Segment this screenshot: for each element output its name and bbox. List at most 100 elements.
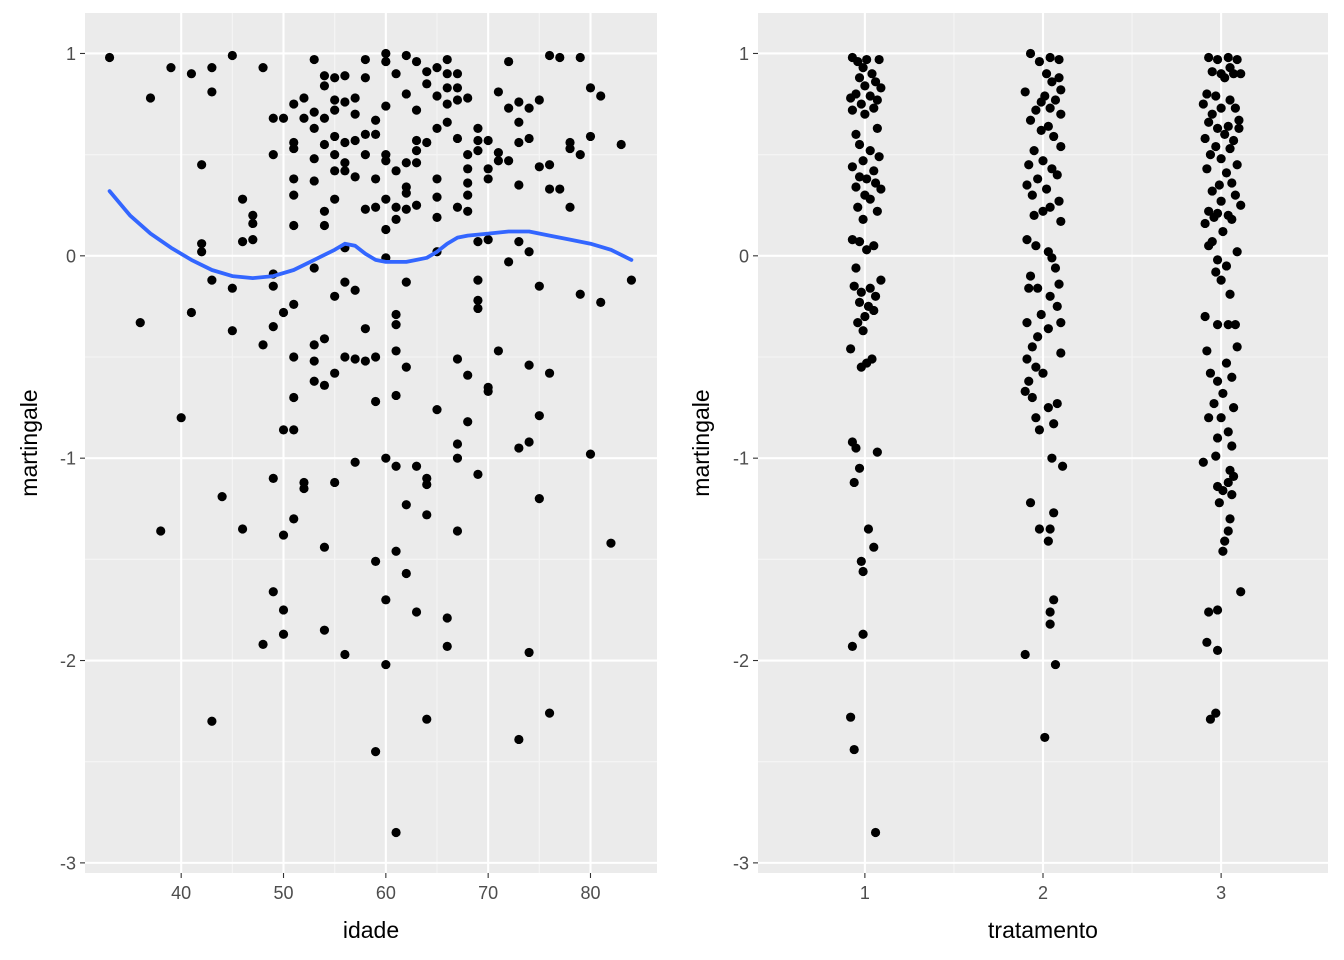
data-point: [1038, 156, 1048, 166]
data-point: [442, 54, 452, 65]
data-point: [493, 156, 503, 166]
data-point: [1031, 413, 1041, 423]
data-point: [1212, 645, 1223, 656]
data-point: [534, 411, 544, 421]
data-point: [248, 210, 258, 220]
data-point: [1056, 318, 1066, 328]
data-point: [473, 295, 483, 305]
data-point: [1056, 141, 1066, 152]
data-point: [869, 542, 879, 552]
data-point: [360, 150, 370, 160]
data-point: [452, 69, 463, 79]
data-point: [258, 340, 268, 350]
data-point: [237, 194, 248, 204]
x-tick-label: 70: [478, 883, 498, 903]
data-point: [401, 500, 411, 510]
data-point: [483, 174, 493, 184]
data-point: [432, 212, 442, 222]
data-point: [514, 180, 524, 190]
data-point: [1054, 54, 1064, 65]
data-point: [1207, 186, 1217, 196]
data-point: [1204, 52, 1214, 63]
data-point: [1043, 121, 1053, 131]
data-point: [1036, 97, 1046, 107]
data-point: [847, 641, 858, 651]
data-point: [391, 214, 401, 224]
data-point: [381, 453, 391, 463]
data-point: [391, 166, 401, 176]
data-point: [1212, 255, 1223, 265]
data-point: [411, 105, 422, 115]
data-point: [330, 368, 340, 378]
data-point: [514, 117, 524, 127]
y-tick-label: 1: [739, 44, 749, 64]
data-point: [1034, 524, 1045, 534]
x-tick-label: 40: [171, 883, 191, 903]
data-point: [876, 184, 886, 194]
data-point: [1228, 69, 1239, 79]
data-point: [278, 530, 289, 540]
data-point: [534, 95, 544, 105]
data-point: [854, 172, 865, 182]
data-point: [1033, 174, 1043, 184]
data-point: [432, 405, 442, 415]
data-point: [411, 146, 422, 156]
data-point: [870, 178, 881, 188]
data-point: [1047, 253, 1057, 263]
data-point: [422, 714, 432, 724]
data-point: [319, 113, 330, 123]
data-point: [483, 164, 493, 174]
data-point: [1230, 190, 1240, 200]
data-point: [872, 123, 882, 133]
data-point: [504, 156, 514, 166]
data-point: [289, 143, 299, 154]
data-point: [309, 340, 319, 350]
data-point: [289, 352, 299, 362]
data-point: [1227, 490, 1237, 500]
data-point: [289, 299, 299, 309]
data-point: [854, 139, 865, 150]
data-point: [360, 73, 370, 83]
data-point: [1211, 451, 1221, 461]
data-point: [1216, 413, 1226, 423]
data-point: [493, 346, 503, 356]
data-point: [371, 746, 381, 757]
data-point: [869, 305, 879, 316]
data-point: [867, 69, 877, 79]
data-point: [237, 524, 248, 534]
data-point: [858, 63, 868, 73]
data-point: [1225, 95, 1235, 105]
data-point: [514, 97, 524, 107]
data-point: [442, 99, 452, 109]
data-point: [1223, 526, 1233, 536]
data-point: [309, 176, 319, 186]
data-point: [504, 56, 514, 67]
data-point: [1027, 392, 1037, 403]
data-point: [1227, 178, 1237, 188]
data-point: [473, 123, 483, 133]
data-point: [1057, 461, 1068, 471]
data-point: [1020, 87, 1030, 97]
data-point: [1047, 164, 1057, 174]
data-point: [1043, 402, 1053, 413]
data-point: [534, 281, 544, 291]
data-point: [1050, 263, 1061, 273]
data-point: [391, 461, 401, 471]
data-point: [473, 469, 483, 479]
data-point: [872, 447, 882, 457]
data-point: [452, 202, 463, 212]
data-point: [524, 247, 534, 257]
data-point: [858, 629, 868, 639]
data-point: [360, 324, 370, 334]
data-point: [872, 206, 882, 216]
data-point: [289, 190, 299, 200]
data-point: [1022, 235, 1032, 245]
data-point: [514, 137, 524, 148]
data-point: [565, 202, 575, 212]
data-point: [350, 93, 360, 103]
data-point: [432, 91, 442, 101]
data-point: [565, 143, 575, 154]
data-point: [1202, 637, 1212, 647]
data-point: [1205, 368, 1216, 378]
data-point: [1204, 607, 1214, 617]
